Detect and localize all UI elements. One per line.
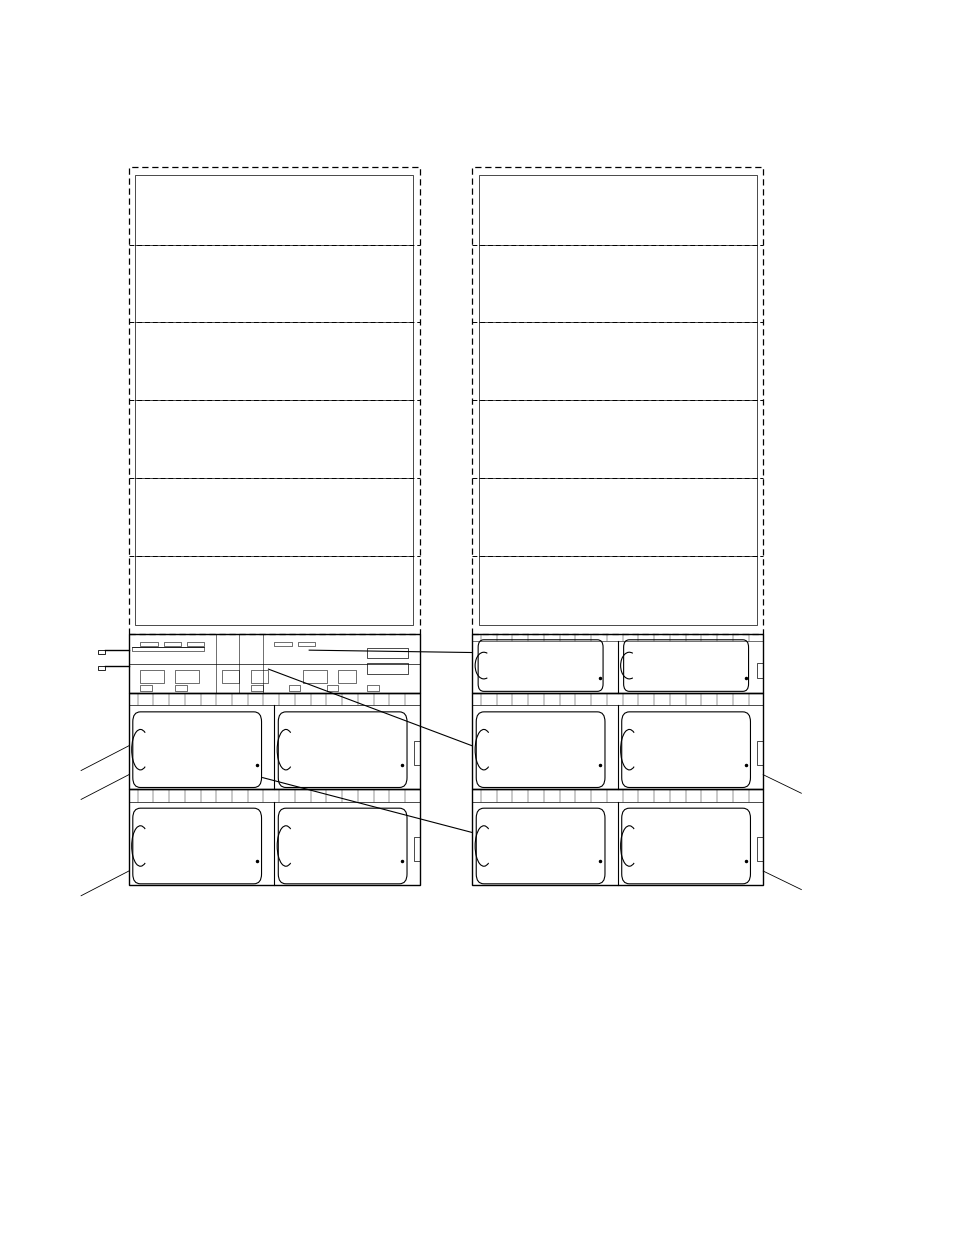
Bar (326, 685, 338, 692)
Bar (472, 789, 762, 885)
Bar (251, 685, 262, 692)
Bar (367, 663, 408, 674)
Bar (140, 642, 157, 646)
Bar (129, 634, 419, 693)
Bar (98, 650, 105, 655)
Bar (274, 642, 292, 646)
Bar (472, 693, 762, 789)
Bar (132, 647, 204, 651)
Bar (129, 167, 419, 634)
Bar (175, 669, 198, 683)
Bar (303, 669, 326, 683)
Bar (367, 648, 408, 658)
Bar (140, 685, 152, 692)
Bar (222, 669, 239, 683)
Bar (757, 663, 762, 678)
Bar (135, 175, 413, 625)
Bar (187, 642, 204, 646)
Bar (129, 789, 419, 885)
Bar (129, 693, 419, 789)
Bar (289, 685, 300, 692)
Bar (297, 642, 314, 646)
Bar (367, 685, 378, 692)
Bar (338, 669, 355, 683)
Bar (757, 837, 762, 862)
Bar (140, 669, 164, 683)
Bar (472, 634, 762, 693)
Bar (251, 669, 268, 683)
Bar (478, 175, 756, 625)
Bar (164, 642, 181, 646)
Bar (757, 741, 762, 764)
Bar (472, 167, 762, 634)
Bar (98, 666, 105, 671)
Bar (175, 685, 187, 692)
Bar (414, 741, 419, 764)
Bar (414, 837, 419, 862)
